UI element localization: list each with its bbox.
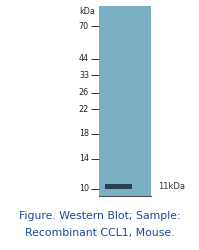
Text: Figure. Western Blot; Sample:: Figure. Western Blot; Sample: bbox=[19, 211, 180, 221]
Text: 26: 26 bbox=[79, 88, 89, 97]
Bar bbox=[99, 6, 151, 196]
Text: 44: 44 bbox=[79, 54, 89, 63]
Text: kDa: kDa bbox=[80, 7, 96, 16]
Text: 18: 18 bbox=[79, 129, 89, 138]
Text: 14: 14 bbox=[79, 154, 89, 163]
Text: 33: 33 bbox=[79, 70, 89, 80]
Bar bbox=[105, 184, 132, 189]
Text: Recombinant CCL1, Mouse.: Recombinant CCL1, Mouse. bbox=[25, 228, 174, 238]
Text: 10: 10 bbox=[79, 184, 89, 193]
Text: 22: 22 bbox=[79, 105, 89, 114]
Text: 70: 70 bbox=[79, 22, 89, 31]
Text: 11kDa: 11kDa bbox=[158, 182, 185, 191]
